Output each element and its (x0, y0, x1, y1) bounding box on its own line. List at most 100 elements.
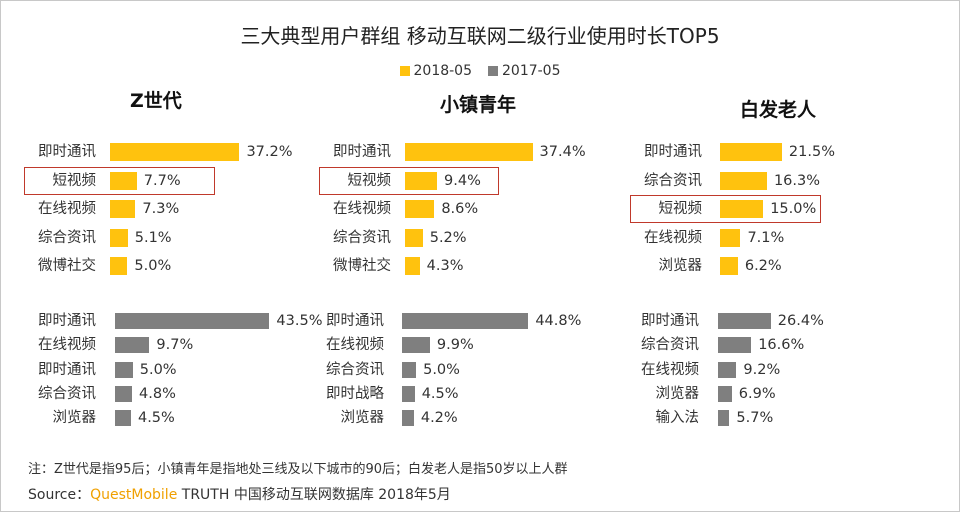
value-label: 6.9% (738, 385, 776, 402)
category-label: 浏览器 (658, 258, 703, 274)
panel-title: 白发老人 (740, 99, 817, 121)
bar-y2018 (720, 257, 738, 275)
category-label: 短视频 (658, 201, 703, 217)
value-label: 5.0% (139, 361, 177, 378)
value-label: 4.5% (421, 385, 459, 402)
legend-label: 2017-05 (502, 63, 561, 79)
value-label: 4.3% (426, 258, 464, 274)
legend: 2018-05 2017-05 (0, 63, 960, 79)
bar-y2017 (718, 410, 730, 427)
bar-y2018 (110, 171, 137, 190)
category-label: 综合资讯 (641, 337, 699, 354)
category-label: 在线视频 (641, 361, 699, 378)
category-label: 在线视频 (333, 201, 391, 217)
footnote: 注：Z世代是指95后；小镇青年是指地处三线及以下城市的90后；白发老人是指50岁… (28, 462, 568, 477)
value-label: 37.2% (246, 144, 293, 160)
category-label: 综合资讯 (38, 229, 96, 246)
value-label: 9.9% (436, 337, 474, 354)
category-label: 综合资讯 (644, 172, 702, 189)
value-label: 44.8% (535, 313, 582, 329)
bar-y2017 (718, 385, 732, 402)
bar-y2017 (402, 337, 430, 354)
category-label: 即时通讯 (644, 144, 702, 160)
bar-y2018 (405, 171, 438, 190)
bar-y2017 (115, 337, 150, 354)
legend-swatch (399, 66, 410, 76)
source-suffix: TRUTH 中国移动互联网数据库 2018年5月 (177, 487, 451, 503)
bar-y2018 (110, 228, 128, 247)
category-label: 在线视频 (38, 337, 96, 354)
bar-y2018 (720, 143, 782, 161)
value-label: 4.5% (137, 410, 175, 427)
category-label: 即时通讯 (38, 313, 96, 329)
bar-y2017 (718, 313, 771, 329)
bar-y2018 (405, 257, 420, 275)
value-label: 5.7% (736, 410, 774, 427)
category-label: 短视频 (52, 172, 97, 189)
value-label: 5.0% (134, 258, 172, 274)
value-label: 5.0% (423, 361, 460, 378)
value-label: 5.1% (134, 229, 172, 246)
source-line: Source：QuestMobile TRUTH 中国移动互联网数据库 2018… (28, 484, 451, 504)
value-label: 4.2% (420, 410, 458, 427)
legend-label: 2018-05 (413, 63, 473, 79)
category-label: 综合资讯 (38, 385, 96, 402)
bar-y2018 (110, 143, 240, 161)
highlight-box (24, 166, 215, 195)
category-label: 综合资讯 (333, 229, 391, 246)
category-label: 即时通讯 (326, 313, 384, 329)
category-label: 即时通讯 (641, 313, 699, 329)
category-label: 综合资讯 (326, 361, 384, 378)
source-prefix: Source： (28, 487, 91, 503)
value-label: 9.2% (743, 361, 781, 378)
bar-y2017 (115, 313, 270, 329)
value-label: 9.4% (444, 172, 481, 189)
category-label: 在线视频 (644, 229, 702, 246)
panel-title: 小镇青年 (440, 94, 517, 116)
value-label: 8.6% (441, 201, 479, 217)
source-brand: QuestMobile (90, 487, 178, 503)
bar-y2018 (405, 200, 435, 218)
bar-y2018 (720, 228, 741, 247)
category-label: 浏览器 (52, 410, 97, 427)
category-label: 即时通讯 (38, 361, 96, 378)
bar-y2018 (720, 171, 767, 190)
category-label: 短视频 (347, 172, 392, 189)
category-label: 在线视频 (38, 201, 96, 217)
legend-swatch (488, 66, 498, 76)
value-label: 6.2% (744, 258, 782, 274)
bar-y2018 (405, 228, 423, 247)
value-label: 7.7% (143, 172, 181, 189)
legend-item-2017-05: 2017-05 (488, 63, 561, 79)
bar-y2018 (720, 200, 764, 218)
value-label: 7.3% (142, 201, 180, 217)
chart-title: 三大典型用户群组 移动互联网二级行业使用时长TOP5 (240, 24, 720, 48)
value-label: 15.0% (770, 201, 817, 217)
category-label: 即时通讯 (333, 144, 391, 160)
bar-y2017 (402, 410, 414, 427)
value-label: 4.8% (139, 385, 176, 402)
bar-y2018 (110, 257, 128, 275)
value-label: 9.7% (156, 337, 194, 354)
category-label: 即时战略 (326, 385, 384, 402)
bar-y2017 (718, 361, 737, 378)
bar-y2017 (115, 385, 133, 402)
bar-y2017 (402, 385, 415, 402)
value-label: 37.4% (539, 144, 586, 160)
bar-y2017 (402, 313, 529, 329)
category-label: 微博社交 (38, 258, 96, 274)
panel-title: Z世代 (130, 90, 182, 112)
category-label: 即时通讯 (38, 144, 96, 160)
bar-y2017 (718, 337, 752, 354)
category-label: 浏览器 (340, 410, 385, 427)
legend-item-2018-05: 2018-05 (399, 63, 473, 79)
value-label: 7.1% (747, 229, 785, 246)
bar-y2018 (110, 200, 136, 218)
value-label: 43.5% (276, 313, 323, 329)
highlight-box (630, 195, 822, 223)
value-label: 5.2% (429, 229, 467, 246)
value-label: 16.6% (758, 337, 805, 354)
value-label: 26.4% (777, 313, 824, 329)
highlight-box (319, 166, 500, 195)
